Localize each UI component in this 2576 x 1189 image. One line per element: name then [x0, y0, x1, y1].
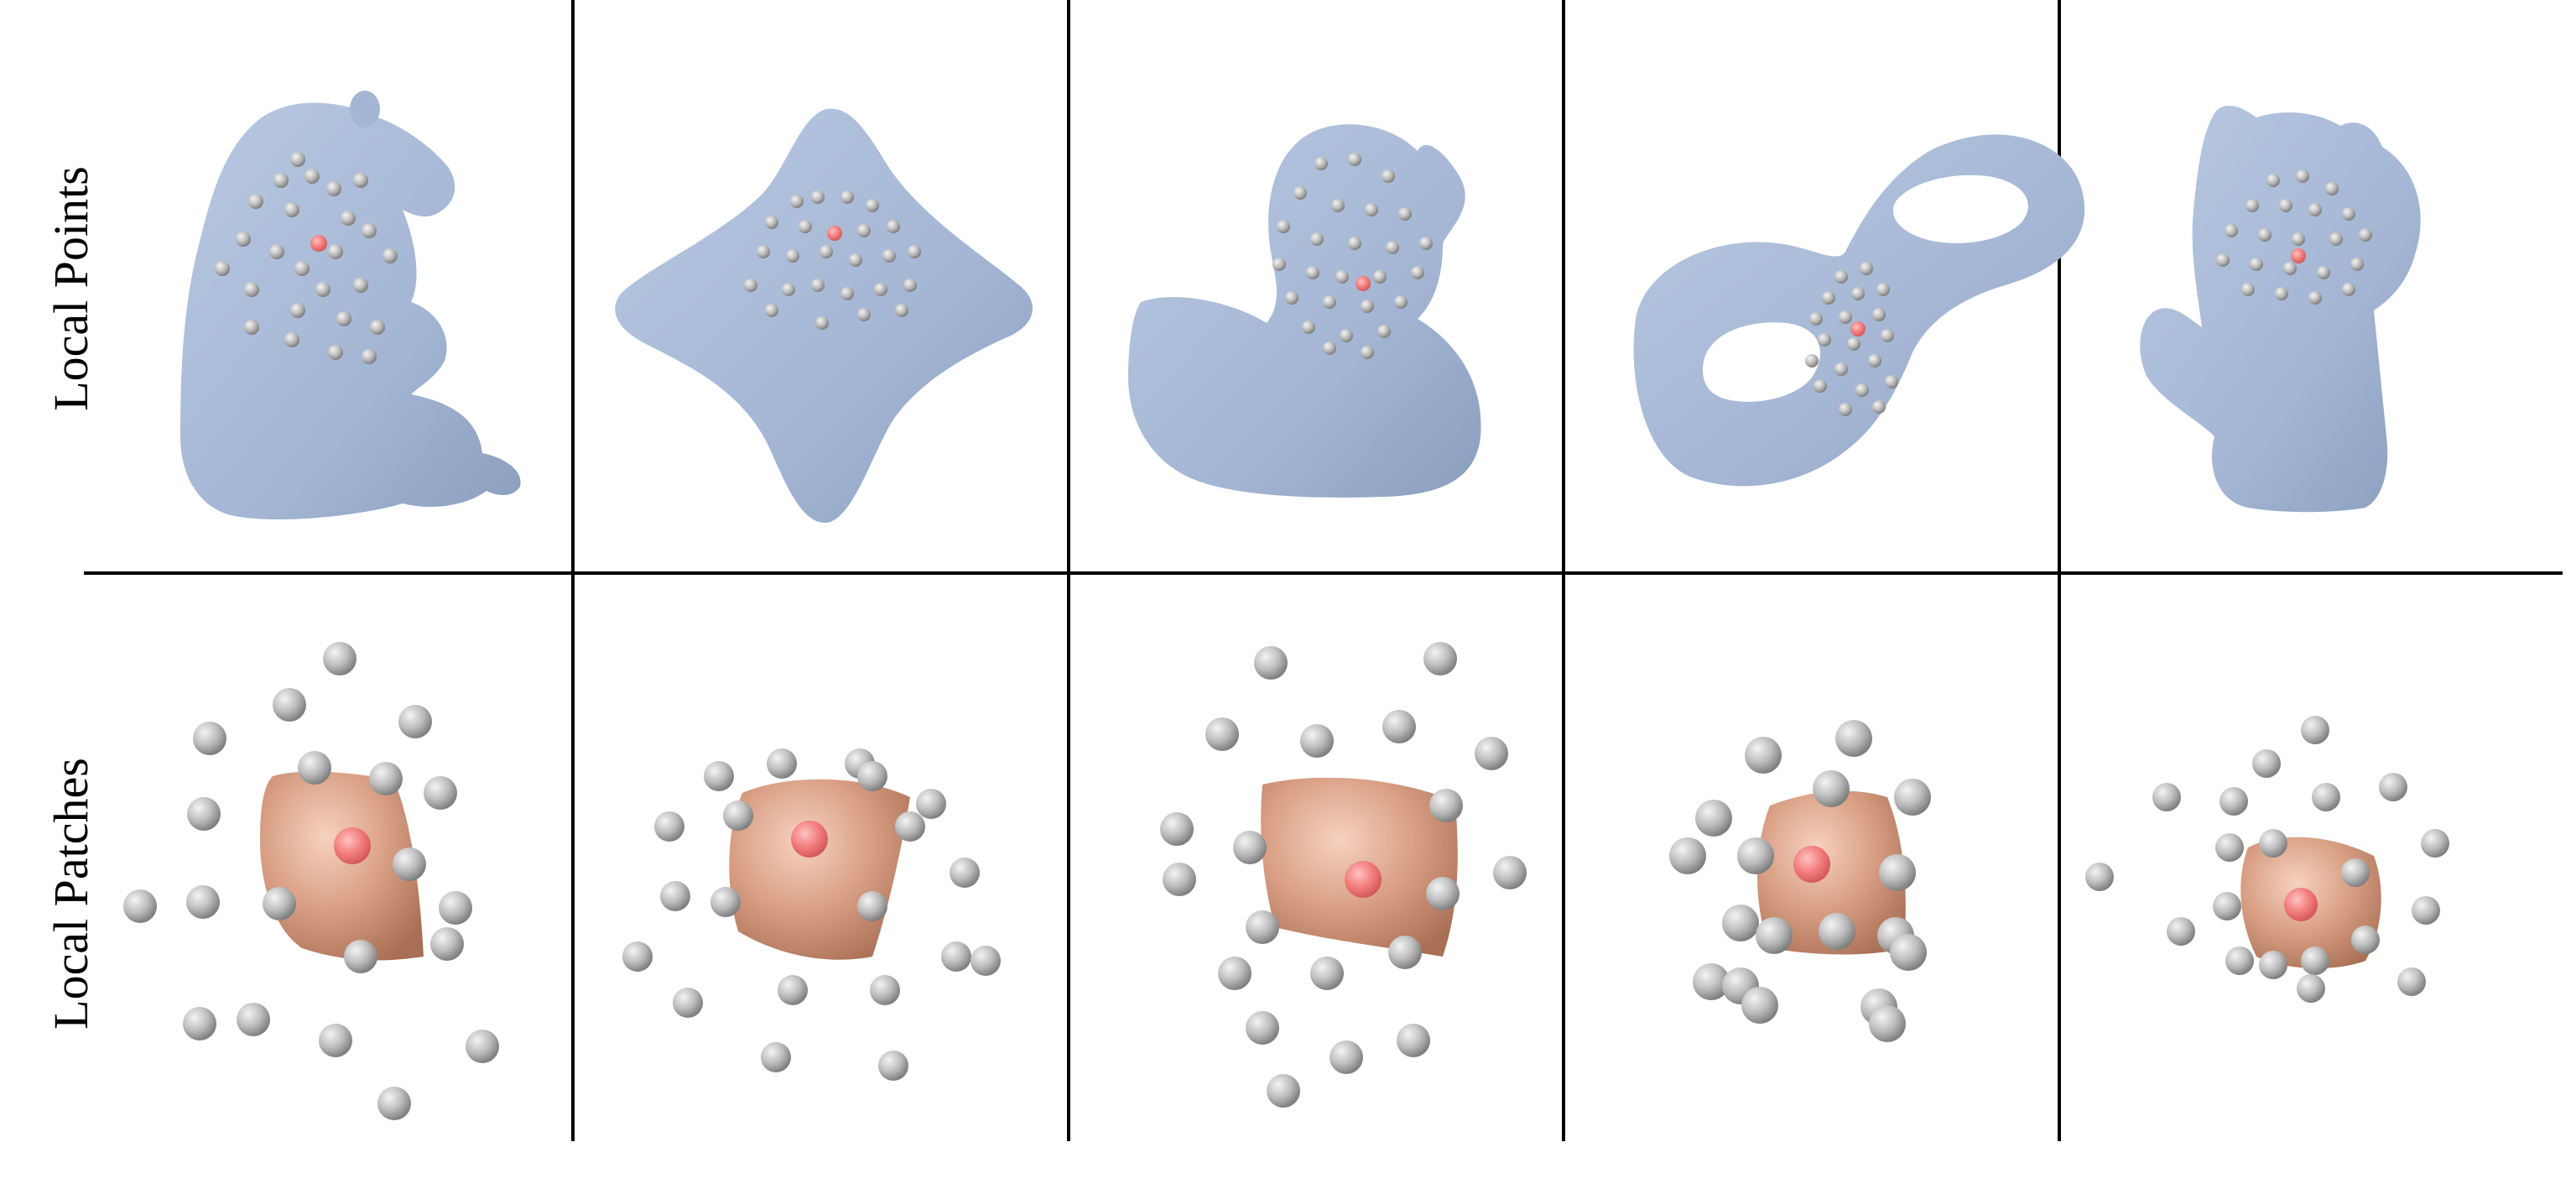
- bear-local-patch: [123, 642, 499, 1120]
- cat-local-points: [2216, 169, 2372, 305]
- star-local-patch: [622, 748, 1001, 1081]
- star-local-points: [744, 190, 921, 330]
- duck-patch-center-point: [1345, 861, 1382, 898]
- bear-patch-center-point: [334, 827, 371, 864]
- duck-local-points: [1272, 153, 1433, 359]
- duck-center-point: [1356, 276, 1371, 291]
- bear-local-points: [215, 152, 398, 364]
- bear-center-point: [310, 235, 327, 252]
- star-center-point: [827, 226, 842, 241]
- double-torus-mesh: [1633, 134, 2085, 487]
- duck-local-patch: [1160, 642, 1527, 1108]
- double-torus-center-point: [1850, 321, 1866, 336]
- star-mesh: [615, 108, 1033, 523]
- double-torus-local-points: [1805, 262, 1898, 416]
- star-patch-center-point: [791, 821, 828, 858]
- double-torus-local-patch: [1669, 720, 1931, 1042]
- duck-mesh: [1128, 124, 1481, 498]
- cat-local-patch: [2085, 716, 2449, 1003]
- cat-mesh: [2140, 105, 2421, 513]
- cat-patch-center-point: [2284, 888, 2318, 921]
- double-torus-patch-center-point: [1793, 846, 1830, 883]
- cat-center-point: [2291, 248, 2306, 263]
- bear-mesh: [180, 91, 521, 520]
